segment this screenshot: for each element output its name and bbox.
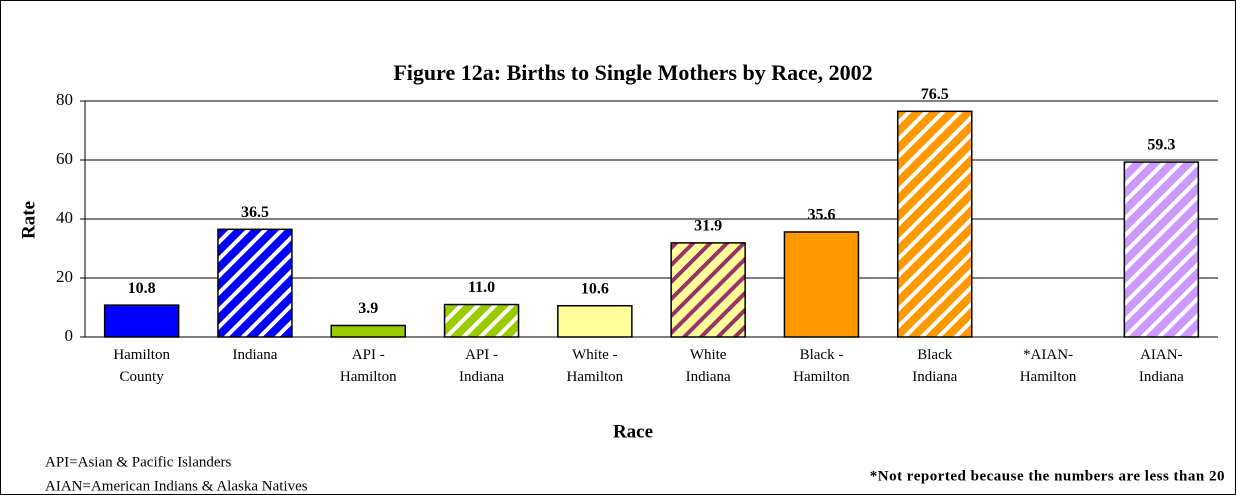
data-label: 31.9: [694, 218, 722, 235]
y-tick-label: 60: [56, 149, 73, 168]
note: API=Asian & Pacific Islanders: [45, 454, 231, 470]
data-label: 10.6: [581, 280, 609, 297]
data-label: 11.0: [468, 279, 495, 296]
bar: [897, 110, 973, 338]
data-label: 59.3: [1147, 137, 1175, 154]
x-tick-label: White -Hamilton: [567, 347, 624, 385]
x-tick-label: API -Indiana: [459, 347, 504, 385]
bar: [557, 304, 633, 338]
bar: [783, 231, 860, 338]
data-label: 36.5: [241, 204, 269, 221]
bar: [1123, 161, 1200, 338]
x-axis-label: Race: [613, 421, 653, 442]
y-tick-label: 40: [56, 208, 73, 227]
data-label: 35.6: [807, 207, 835, 224]
x-tick-label: AIAN-Indiana: [1139, 347, 1184, 385]
bar: [443, 303, 520, 338]
x-tick-label: Indiana: [232, 347, 277, 363]
note: AIAN=American Indians & Alaska Natives: [45, 478, 308, 494]
bar: [217, 228, 293, 338]
footnote: *Not reported because the numbers are le…: [870, 468, 1225, 484]
y-axis-label: Rate: [18, 201, 39, 239]
y-tick-label: 80: [56, 90, 73, 109]
bar: [103, 304, 180, 338]
chart-title: Figure 12a: Births to Single Mothers by …: [393, 60, 872, 85]
bar: [670, 242, 746, 338]
x-tick-label: *AIAN-Hamilton: [1020, 347, 1077, 385]
bar: [330, 324, 406, 338]
data-label: 3.9: [358, 300, 378, 317]
y-tick-label: 20: [56, 267, 73, 286]
x-tick-label: White Indiana: [686, 347, 731, 385]
x-tick-label: Black -Hamilton: [793, 347, 850, 385]
data-label: 10.8: [128, 280, 156, 297]
y-tick-label: 0: [65, 326, 74, 345]
data-label: 76.5: [921, 86, 949, 103]
x-tick-label: API -Hamilton: [340, 347, 397, 385]
x-tick-label: Black Indiana: [912, 347, 957, 385]
x-tick-label: Hamilton County: [113, 347, 170, 385]
